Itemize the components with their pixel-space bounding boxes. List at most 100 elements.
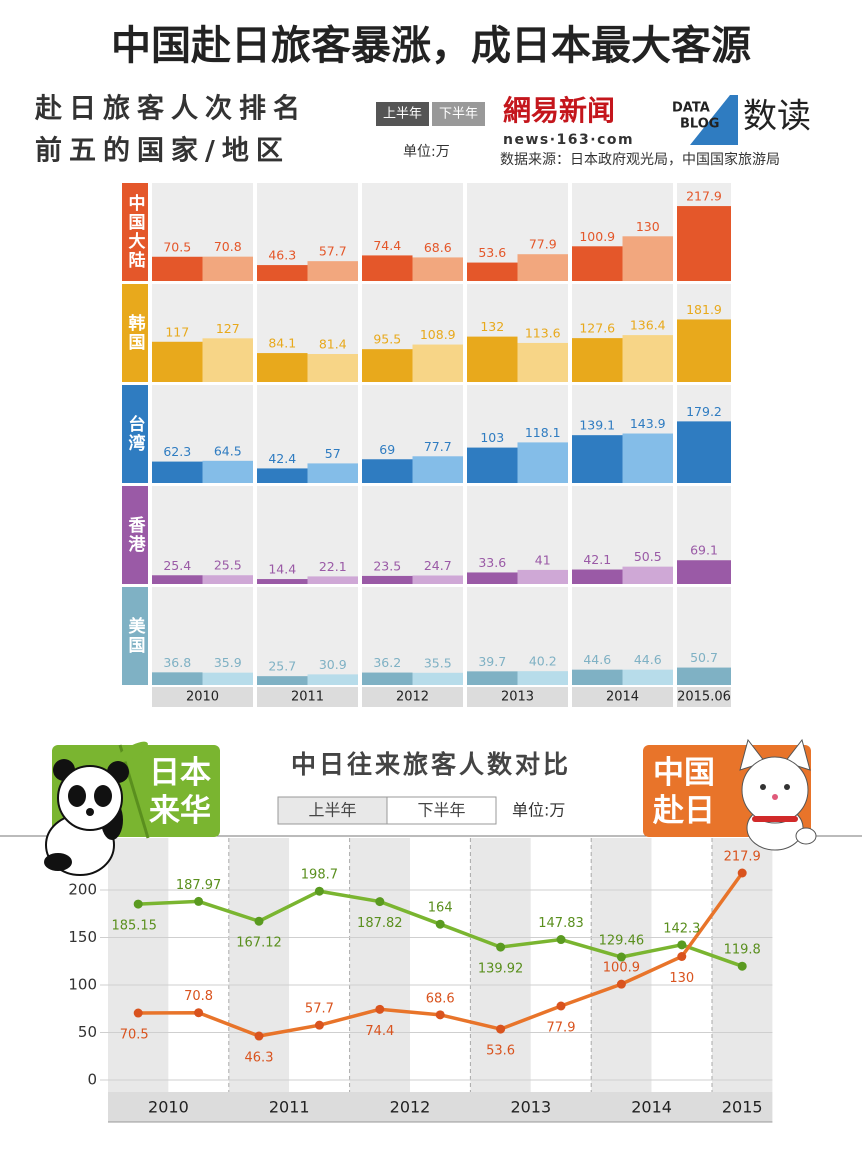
bar [412,344,463,382]
value-label: 100.9 [603,961,640,976]
bar [412,257,463,281]
panel [257,486,358,584]
point [314,886,324,896]
row-label: 中国大陆 [122,183,148,281]
bar [517,254,568,281]
legend-label: 下半年 [439,107,478,122]
value-label: 25.5 [214,558,242,573]
point [254,1031,264,1041]
legend-label: 下半年 [417,801,465,820]
value-label: 25.7 [268,659,296,674]
bar [257,265,308,281]
point [435,1010,445,1020]
unit: 单位:万 [512,801,565,820]
value-label: 81.4 [319,337,347,352]
bar [412,672,463,685]
value-label: 187.97 [176,878,222,893]
source: 数据来源：日本政府观光局，中国国家旅游局 [500,151,780,168]
bar [257,676,308,685]
panel [467,587,568,685]
value-label: 130 [636,219,660,234]
cat-nose [772,794,778,800]
panda-eye [94,785,112,807]
value-label: 132 [480,319,504,334]
value-label: 139.1 [579,418,615,433]
point [496,942,506,952]
half-band [108,838,169,1092]
y-tick-label: 100 [68,976,97,994]
leaf [116,741,148,763]
value-label: 108.9 [420,327,456,342]
value-label: 103 [480,430,504,445]
value-label: 68.6 [424,240,452,255]
point [677,940,687,950]
x-tick-label: 2014 [631,1098,672,1117]
value-label: 127.6 [579,321,615,336]
bar [152,461,203,483]
point [375,1004,385,1014]
y-tick-label: 50 [78,1023,97,1041]
value-label: 42.1 [583,552,611,567]
cat-collar [752,816,798,822]
half-band [289,838,350,1092]
bar [362,575,413,584]
half-band [530,838,592,1092]
bar [622,669,673,685]
bar [257,579,308,584]
y-tick-label: 0 [87,1071,97,1089]
bar [202,338,253,382]
value-label: 44.6 [583,652,611,667]
datablog: DATA [672,101,710,116]
bar [467,572,518,584]
value-label: 77.9 [529,237,557,252]
value-label: 64.5 [214,443,242,458]
bar [152,341,203,382]
point [133,899,143,909]
legend-box [432,102,485,126]
bar [152,672,203,685]
panda-icon [44,741,168,876]
value-label: 69.1 [690,543,718,558]
point [314,1020,324,1030]
panda-nose [86,808,94,816]
value-label: 40.2 [529,654,557,669]
y-tick-label: 150 [68,928,97,946]
bar [622,566,673,584]
value-label: 35.9 [214,655,242,670]
value-label: 185.15 [111,919,157,934]
bar [307,354,358,382]
x-band [677,687,731,707]
x-tick-label: 2012 [396,690,429,705]
bar [677,319,731,382]
cat-icon [739,738,817,851]
y-tick-label: 200 [68,881,97,899]
half-band [349,838,410,1092]
bar [202,256,253,281]
value-label: 41 [535,552,551,567]
bar [517,442,568,483]
row-label: 香港 [122,486,148,584]
value-label: 36.2 [373,655,401,670]
value-label: 70.5 [120,1028,149,1043]
value-label: 39.7 [478,654,506,669]
value-label: 143.9 [630,416,666,431]
value-label: 119.8 [724,943,761,958]
bar [202,575,253,584]
value-label: 14.4 [268,562,296,577]
point [375,897,385,907]
bar [677,206,731,281]
bar [467,336,518,382]
bar [622,335,673,382]
x-tick-label: 2015.06 [677,690,731,705]
bar [517,569,568,584]
value-label: 118.1 [525,425,561,440]
bar [362,349,413,382]
point [133,1008,143,1018]
bar [362,459,413,483]
value-label: 167.12 [236,936,282,951]
legend-label: 上半年 [308,801,356,820]
point [496,1024,506,1034]
bar [572,435,623,483]
value-label: 217.9 [686,189,722,204]
